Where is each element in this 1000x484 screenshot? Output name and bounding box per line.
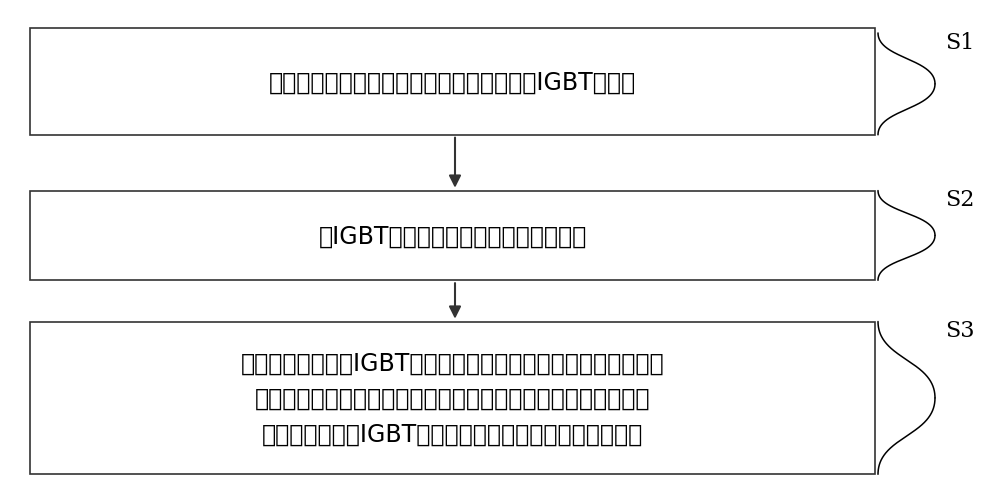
FancyBboxPatch shape (30, 191, 875, 281)
Text: 根据判断结果获知IGBT发生过热异常时，控制电磁加热器具的加
热功率逐级降低，其中，在控制电磁加热器具的加热功率逐级降
低的过程中，对IGBT的温度进行判断的基: 根据判断结果获知IGBT发生过热异常时，控制电磁加热器具的加 热功率逐级降低，其… (241, 351, 664, 445)
Text: S3: S3 (945, 319, 974, 341)
Text: 对IGBT的温度进行判断以生成判断结果: 对IGBT的温度进行判断以生成判断结果 (318, 224, 587, 248)
Text: S2: S2 (945, 189, 974, 211)
FancyBboxPatch shape (30, 29, 875, 136)
Text: S1: S1 (945, 31, 974, 53)
Text: 当电磁加热烹饭器具进行加热时，实时获取IGBT的温度: 当电磁加热烹饭器具进行加热时，实时获取IGBT的温度 (269, 70, 636, 94)
FancyBboxPatch shape (30, 322, 875, 474)
